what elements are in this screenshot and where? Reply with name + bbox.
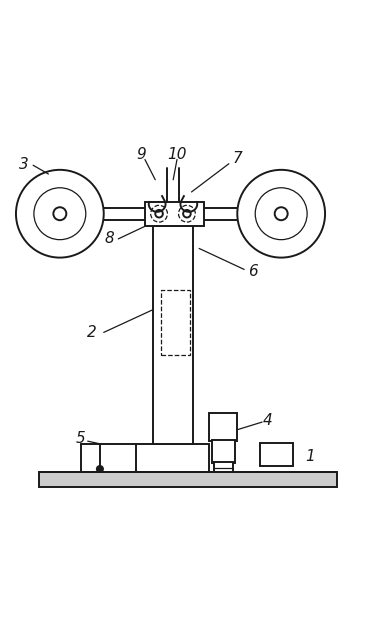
Text: 5: 5 xyxy=(76,431,86,446)
Circle shape xyxy=(237,170,325,258)
Text: 9: 9 xyxy=(136,147,146,162)
Circle shape xyxy=(155,210,163,217)
Circle shape xyxy=(183,210,191,217)
Circle shape xyxy=(53,207,66,220)
Bar xyxy=(39,472,337,487)
Bar xyxy=(145,202,204,225)
Circle shape xyxy=(34,188,86,240)
Circle shape xyxy=(255,188,307,240)
Bar xyxy=(199,207,312,220)
Bar xyxy=(260,443,293,466)
Text: 6: 6 xyxy=(248,264,257,279)
Text: 1: 1 xyxy=(305,449,315,464)
Circle shape xyxy=(151,206,167,222)
Circle shape xyxy=(16,170,104,258)
Text: 7: 7 xyxy=(232,151,242,167)
Text: 2: 2 xyxy=(87,325,97,340)
Circle shape xyxy=(178,206,195,222)
Bar xyxy=(214,462,233,472)
Text: 10: 10 xyxy=(167,147,187,162)
Bar xyxy=(153,227,193,444)
Text: 4: 4 xyxy=(263,413,273,428)
Bar xyxy=(136,444,209,472)
Circle shape xyxy=(97,466,103,472)
Bar xyxy=(209,412,237,441)
Bar xyxy=(35,207,147,220)
Bar xyxy=(212,440,235,463)
Text: 8: 8 xyxy=(105,232,115,246)
Bar xyxy=(161,290,190,355)
Circle shape xyxy=(275,207,288,220)
Text: 3: 3 xyxy=(19,157,28,172)
